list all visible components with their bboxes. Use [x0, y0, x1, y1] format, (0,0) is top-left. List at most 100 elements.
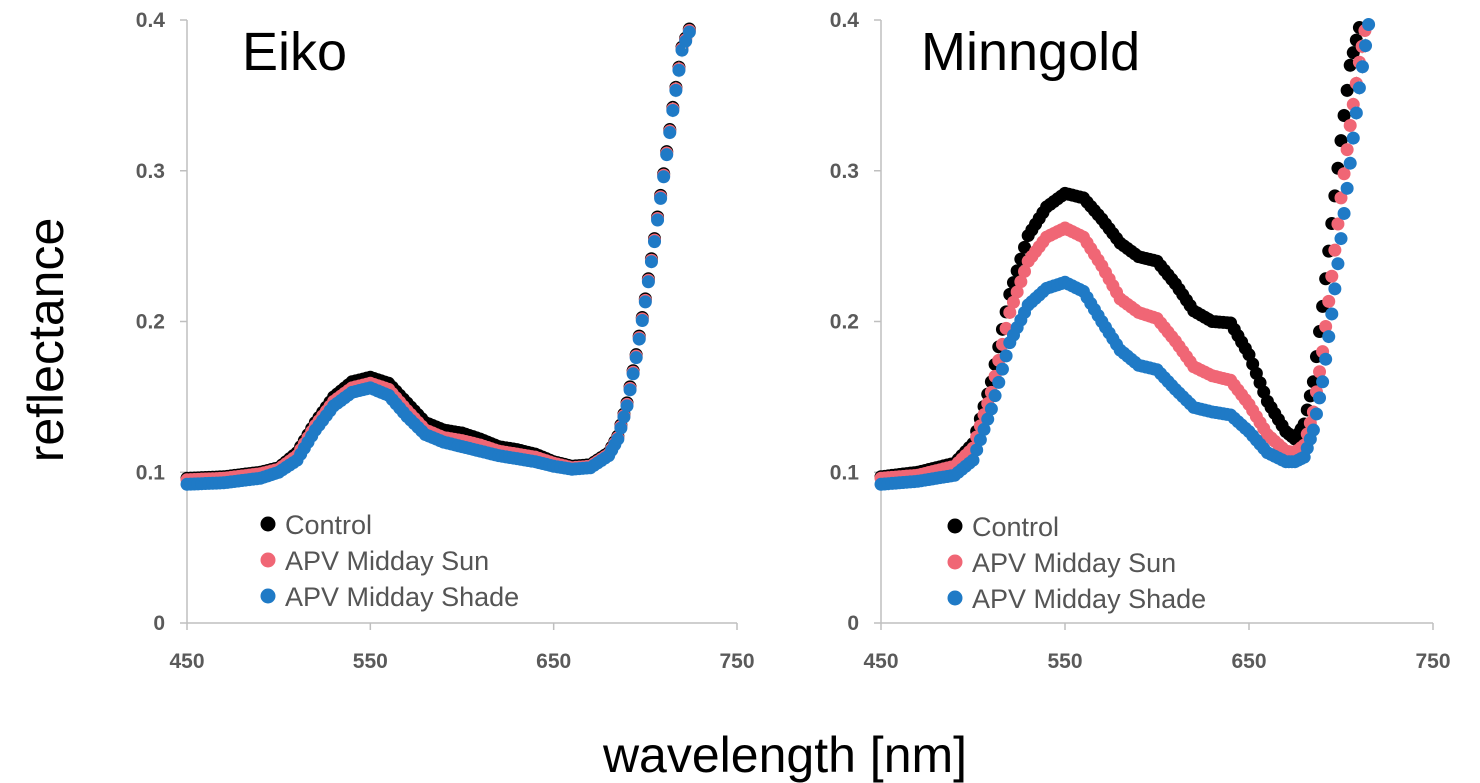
data-point: [1331, 217, 1345, 231]
legend-marker: [260, 516, 276, 532]
legend: Control APV Midday Sun APV Midday Shade: [260, 510, 519, 612]
y-tick-label: 0: [847, 612, 859, 635]
y-tick-label: 0.2: [830, 311, 859, 334]
data-point: [1018, 264, 1032, 278]
legend: Control APV Midday Sun APV Midday Shade: [947, 512, 1206, 614]
data-point: [1319, 320, 1333, 334]
x-tick-label: 650: [536, 650, 571, 673]
data-point: [1352, 81, 1366, 95]
data-point: [1018, 240, 1032, 254]
data-point: [1328, 243, 1342, 257]
data-point: [682, 25, 696, 39]
data-point: [1328, 282, 1342, 296]
data-point: [981, 412, 995, 426]
panel-minngold: 0 0.1 0.2 0.3 0.4 450 550 650 750 Minngold Control…: [830, 9, 1451, 673]
data-point: [1334, 232, 1348, 246]
data-point: [641, 275, 655, 289]
legend-marker: [947, 518, 963, 534]
data-point: [1337, 167, 1351, 181]
data-point: [611, 432, 625, 446]
data-point: [663, 126, 677, 140]
data-point: [635, 313, 649, 327]
data-point: [1010, 285, 1024, 299]
x-axis-title: wavelength [nm]: [602, 727, 967, 783]
data-point: [1337, 108, 1351, 122]
x-tick-label: 550: [353, 650, 388, 673]
data-point: [984, 402, 998, 416]
data-point: [1355, 60, 1369, 74]
data-point: [660, 148, 674, 162]
legend-marker: [947, 590, 963, 606]
data-point: [992, 375, 1006, 389]
data-point: [1014, 275, 1028, 289]
legend-label: Control: [972, 512, 1059, 542]
data-point: [1340, 181, 1354, 195]
data-point: [1331, 257, 1345, 271]
x-tick-label: 450: [863, 650, 898, 673]
y-tick-label: 0.3: [136, 160, 165, 183]
data-point: [648, 235, 661, 249]
data-point: [629, 351, 643, 365]
x-tick-label: 650: [1231, 650, 1266, 673]
data-point: [988, 389, 1002, 403]
data-point: [638, 295, 652, 309]
y-tick-label: 0.1: [136, 461, 166, 484]
data-point: [1006, 295, 1020, 309]
data-point: [1340, 143, 1354, 157]
data-point: [1322, 294, 1336, 308]
data-point: [1346, 131, 1360, 145]
legend-marker: [947, 554, 963, 570]
x-tick-label: 550: [1047, 650, 1082, 673]
data-point: [1343, 119, 1357, 133]
data-point: [666, 103, 680, 117]
data-point: [657, 170, 671, 184]
data-point: [1334, 191, 1348, 205]
legend-label: APV Midday Sun: [285, 546, 489, 576]
data-point: [617, 410, 631, 424]
y-tick-label: 0.1: [830, 461, 860, 484]
data-point: [970, 443, 984, 457]
data-point: [620, 399, 634, 413]
legend-label: APV Midday Shade: [285, 582, 519, 612]
data-point: [1325, 307, 1339, 321]
series-apv-midday-shade: [180, 25, 696, 491]
x-tick-label: 750: [1415, 650, 1450, 673]
data-point: [626, 367, 640, 381]
data-point: [1313, 365, 1327, 379]
y-tick-label: 0.3: [830, 160, 859, 183]
y-axis-title: reflectance: [18, 218, 74, 463]
data-point: [623, 383, 637, 397]
legend-label: Control: [285, 510, 372, 540]
data-point: [1309, 407, 1323, 421]
data-point: [1343, 156, 1357, 170]
data-point: [995, 362, 1009, 376]
data-point: [1313, 391, 1327, 405]
legend-label: APV Midday Shade: [972, 584, 1206, 614]
data-point: [651, 213, 665, 227]
panel-title: Minngold: [921, 22, 1140, 82]
data-point: [973, 433, 987, 447]
series-control: [874, 21, 1366, 484]
y-tick-label: 0.4: [830, 9, 860, 32]
data-point: [672, 63, 686, 77]
data-point: [614, 421, 628, 435]
y-tick-label: 0.4: [136, 9, 166, 32]
y-tick-label: 0.2: [136, 311, 165, 334]
data-point: [1003, 305, 1017, 319]
data-point: [654, 191, 668, 205]
data-point: [1349, 106, 1363, 120]
y-tick-label: 0: [153, 612, 165, 635]
x-tick-label: 450: [169, 650, 204, 673]
data-point: [977, 422, 991, 436]
data-point: [1306, 375, 1320, 389]
data-point: [632, 332, 646, 346]
data-point: [644, 255, 658, 269]
x-tick-label: 750: [719, 650, 754, 673]
panel-title: Eiko: [242, 22, 347, 82]
series-apv-midday-shade: [874, 18, 1376, 491]
data-point: [1359, 39, 1373, 53]
data-point: [1306, 423, 1320, 437]
data-point: [669, 83, 683, 97]
data-point: [1340, 83, 1354, 97]
